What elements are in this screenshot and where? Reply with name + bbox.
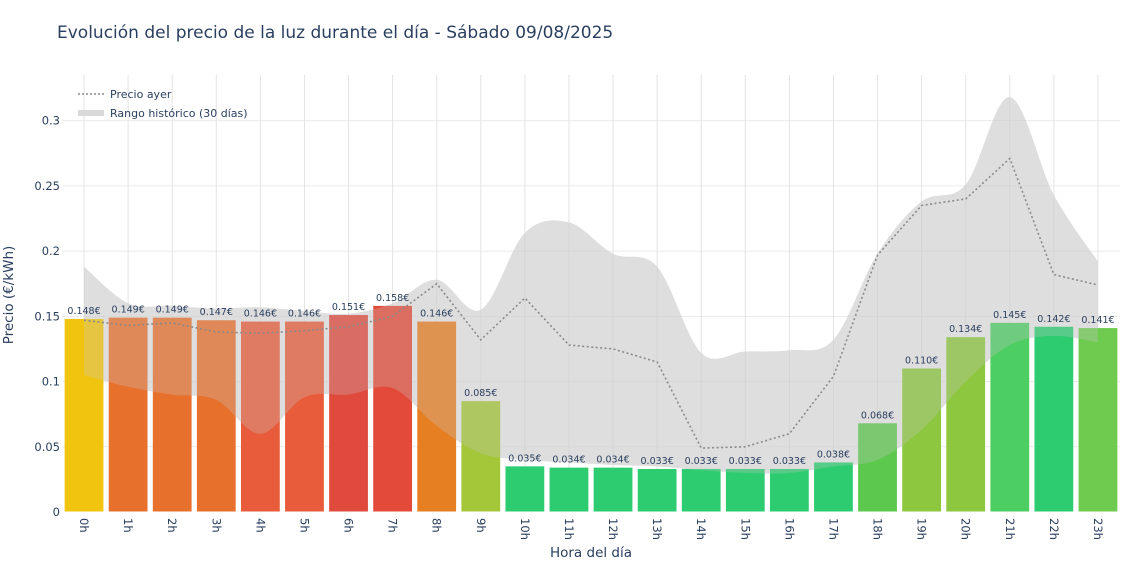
bar-value-label: 0.038€: [817, 449, 850, 460]
x-tick-label: 4h: [253, 518, 267, 533]
y-tick-label: 0.3: [42, 114, 60, 128]
x-tick-label: 15h: [738, 518, 752, 540]
bar-21h: [990, 322, 1030, 512]
bar-value-label: 0.142€: [1037, 314, 1070, 325]
x-tick-label: 12h: [606, 518, 620, 540]
x-tick-label: 13h: [650, 518, 664, 540]
legend-historical-range-swatch: [78, 110, 104, 116]
bar-23h: [1078, 328, 1118, 512]
bar-value-label: 0.034€: [552, 455, 585, 466]
x-tick-label: 9h: [474, 518, 488, 533]
bar-value-label: 0.033€: [773, 456, 806, 467]
x-tick-label: 0h: [77, 518, 91, 533]
bar-6h: [329, 315, 368, 512]
chart-title: Evolución del precio de la luz durante e…: [57, 23, 613, 43]
x-tick-label: 7h: [386, 518, 400, 533]
bars-layer: [64, 305, 1118, 512]
bar-1h: [108, 317, 148, 512]
bar-19h: [902, 368, 942, 512]
bar-value-label: 0.149€: [112, 305, 145, 316]
bar-8h: [417, 321, 457, 512]
x-axis-title: Hora del día: [550, 545, 632, 561]
x-tick-label: 2h: [165, 518, 179, 533]
bar-20h: [946, 337, 986, 512]
x-tick-label: 1h: [121, 518, 135, 533]
x-tick-label: 10h: [518, 518, 532, 540]
bar-value-label: 0.146€: [244, 309, 277, 320]
y-tick-label: 0.15: [34, 309, 60, 323]
bar-value-label: 0.033€: [729, 456, 762, 467]
x-tick-label: 18h: [871, 518, 885, 540]
bar-17h: [814, 462, 853, 512]
bar-value-label: 0.035€: [508, 453, 541, 464]
x-tick-label: 14h: [694, 518, 708, 540]
bar-value-label: 0.085€: [464, 388, 497, 399]
x-tick-label: 21h: [1003, 518, 1017, 540]
bar-value-label: 0.158€: [376, 293, 409, 304]
bar-11h: [549, 467, 589, 512]
bar-16h: [769, 468, 809, 512]
legend-previous-day-label: Precio ayer: [110, 88, 172, 101]
y-tick-label: 0.1: [42, 375, 60, 389]
x-tick-label: 6h: [342, 518, 356, 533]
axes-layer: 0 0.05 0.1 0.15 0.2 0.25 0.3 0h 1h 2h 3h 4h 5h 6h 7h 8h…: [34, 114, 1120, 540]
bar-value-label: 0.151€: [332, 302, 365, 313]
x-tick-label: 19h: [915, 518, 929, 540]
x-tick-label: 11h: [562, 518, 576, 540]
historical-range-overlay: [84, 97, 1098, 474]
bar-3h: [196, 320, 236, 512]
bar-12h: [593, 467, 633, 512]
bar-0h: [64, 318, 104, 512]
bar-2h: [152, 317, 192, 512]
bar-4h: [240, 321, 280, 512]
previous-day-layer: [83, 97, 1099, 474]
bar-value-label: 0.145€: [993, 310, 1026, 321]
y-tick-label: 0.25: [34, 179, 60, 193]
x-tick-label: 5h: [297, 518, 311, 533]
legend-historical-range-label: Rango histórico (30 días): [110, 107, 248, 120]
y-tick-label: 0: [53, 505, 60, 519]
y-tick-label: 0.05: [34, 440, 60, 454]
y-axis-title: Precio (€/kWh): [1, 246, 17, 345]
bar-value-label: 0.110€: [905, 356, 938, 367]
bar-value-label: 0.033€: [685, 456, 718, 467]
bar-value-label: 0.146€: [288, 309, 321, 320]
bar-value-label: 0.148€: [67, 306, 100, 317]
bar-22h: [1034, 326, 1074, 512]
bar-value-label: 0.033€: [641, 456, 674, 467]
x-tick-label: 8h: [430, 518, 444, 533]
bar-value-label: 0.034€: [596, 455, 629, 466]
bar-value-label: 0.147€: [200, 307, 233, 318]
bar-value-label: 0.146€: [420, 309, 453, 320]
bar-7h: [373, 305, 413, 512]
legend[interactable]: Precio ayer Rango histórico (30 días): [78, 88, 248, 120]
x-tick-label: 23h: [1091, 518, 1105, 540]
bar-15h: [725, 468, 765, 512]
x-tick-label: 17h: [826, 518, 840, 540]
bar-labels-layer: 0.148€ 0.149€ 0.149€ 0.147€ 0.146€ 0.146€ 0.15…: [67, 293, 1114, 467]
x-tick-label: 16h: [782, 518, 796, 540]
x-tick-label: 20h: [959, 518, 973, 540]
bar-13h: [637, 468, 677, 512]
x-tick-label: 3h: [209, 518, 223, 533]
bar-value-label: 0.149€: [156, 305, 189, 316]
bar-14h: [681, 468, 721, 512]
y-tick-label: 0.2: [42, 244, 60, 258]
bar-value-label: 0.141€: [1081, 315, 1114, 326]
bar-5h: [285, 321, 324, 512]
bar-18h: [858, 423, 897, 512]
bar-value-label: 0.068€: [861, 410, 894, 421]
bar-9h: [461, 401, 501, 512]
bar-10h: [505, 466, 545, 512]
bar-value-label: 0.134€: [949, 324, 982, 335]
x-tick-label: 22h: [1047, 518, 1061, 540]
